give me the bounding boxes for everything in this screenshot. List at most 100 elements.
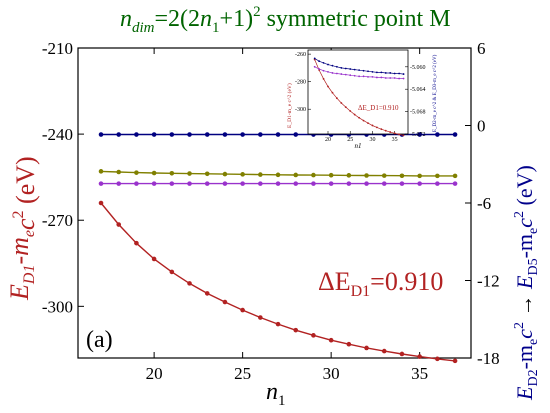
inset-series-point-2 [331, 72, 334, 74]
series-point-1 [116, 132, 122, 137]
inset-series-point-2 [340, 73, 343, 75]
series-point-2 [204, 171, 210, 177]
inset-series-point-2 [367, 75, 369, 78]
inset-series-point-0 [358, 116, 361, 119]
x-tick-label: 35 [411, 364, 428, 383]
x-tick-label: 25 [234, 364, 251, 383]
series-point-0 [116, 222, 122, 227]
axis-ticks: 20 25 30 35 -210 -240 -270 -300 6 0 -6 -12 -18 [42, 39, 500, 383]
series-point-2 [293, 172, 299, 178]
y-axis-right-label: ED2-mec2 → ED5-mec2 (eV) [512, 165, 541, 401]
y-right-tick-label: 6 [477, 39, 486, 58]
inset-series-point-0 [322, 78, 325, 80]
series-point-3 [275, 181, 281, 186]
y-right-tick-label: 0 [477, 117, 486, 136]
panel-label: (a) [86, 327, 113, 353]
inset-y-right-tick-label: -5.064 [410, 87, 426, 93]
y-axis-left-label: ED1-mec2 (eV) [5, 156, 40, 301]
y-left-tick-label: -210 [42, 39, 73, 58]
inset-series-point-0 [362, 119, 365, 122]
inset-series-point-0 [344, 106, 347, 109]
series-point-0 [346, 341, 352, 347]
series-point-2 [275, 172, 281, 178]
series-point-0 [240, 307, 245, 313]
inset-x-label: n1 [355, 142, 362, 150]
series-point-3 [151, 181, 157, 186]
y-left-tick-label: -240 [42, 125, 73, 144]
inset-series-point-2 [393, 77, 396, 79]
inset-x-tick-label: 35 [392, 137, 398, 143]
inset-series-point-2 [327, 70, 329, 73]
series-point-1 [240, 132, 245, 137]
inset-y-left-tick-label: -300 [295, 107, 306, 113]
series-point-0 [151, 256, 157, 262]
inset-series-point-1 [353, 68, 356, 71]
inset-series-point-2 [353, 74, 356, 77]
series-point-1 [204, 132, 210, 137]
plot-frame [77, 47, 472, 359]
series-point-1 [134, 132, 139, 137]
series-point-1 [98, 132, 104, 137]
series-point-2 [187, 171, 192, 176]
inset-series-point-0 [313, 58, 316, 61]
inset-series-point-0 [353, 113, 356, 116]
series-point-0 [452, 358, 458, 364]
series-point-3 [346, 181, 352, 186]
inset-series-point-2 [375, 76, 378, 79]
series-point-3 [364, 181, 369, 186]
series-point-3 [381, 181, 387, 186]
inset-series-point-0 [371, 124, 374, 127]
series-point-3 [204, 181, 210, 186]
inset-series-point-0 [340, 102, 343, 104]
inset-series-point-0 [402, 134, 405, 137]
series-point-1 [275, 132, 281, 137]
series-point-1 [452, 132, 458, 137]
inset-series-point-1 [367, 70, 369, 73]
inset-series-point-2 [384, 77, 387, 79]
series-point-1 [222, 132, 228, 137]
series-point-0 [311, 333, 316, 338]
series-point-1 [293, 132, 299, 137]
series-point-0 [435, 356, 440, 362]
inset-frame [307, 49, 409, 135]
series-point-2 [346, 173, 352, 178]
inset-x-tick-label: 25 [347, 137, 353, 143]
y-left-tick-label: -300 [42, 297, 73, 316]
inset-series-point-2 [362, 75, 365, 78]
series-point-1 [169, 132, 175, 137]
inset-series-point-1 [389, 72, 392, 74]
inset-series-point-1 [371, 70, 374, 73]
series-point-2 [169, 170, 175, 176]
x-axis-label: n1 [266, 379, 286, 409]
series-point-3 [399, 181, 405, 186]
inset-series-point-1 [335, 65, 338, 68]
series-point-3 [98, 181, 104, 186]
series-point-3 [293, 181, 299, 186]
series-point-1 [417, 132, 422, 137]
series-point-0 [293, 327, 299, 333]
inset-series-point-2 [349, 74, 352, 77]
inset-series-point-1 [327, 63, 329, 66]
series-point-2 [222, 171, 228, 177]
inset-series-point-2 [371, 75, 374, 78]
series-point-0 [364, 345, 369, 351]
series-point-0 [134, 240, 139, 246]
inset-series-point-2 [402, 77, 405, 80]
y-right-tick-label: -18 [477, 349, 500, 368]
main-series-group [98, 132, 458, 364]
series-point-2 [134, 170, 139, 175]
series-point-2 [452, 173, 458, 179]
series-point-2 [328, 172, 334, 178]
inset-series-point-2 [398, 77, 401, 80]
inset-series-point-2 [313, 65, 316, 68]
series-point-2 [98, 169, 104, 174]
series-point-3 [258, 181, 263, 186]
series-point-2 [381, 173, 387, 178]
inset-series-point-1 [384, 72, 387, 74]
series-point-0 [381, 348, 387, 354]
series-point-3 [187, 181, 192, 186]
inset-y-right-tick-label: -5.060 [410, 65, 426, 71]
series-point-3 [311, 181, 316, 186]
inset-series-point-1 [380, 71, 383, 74]
